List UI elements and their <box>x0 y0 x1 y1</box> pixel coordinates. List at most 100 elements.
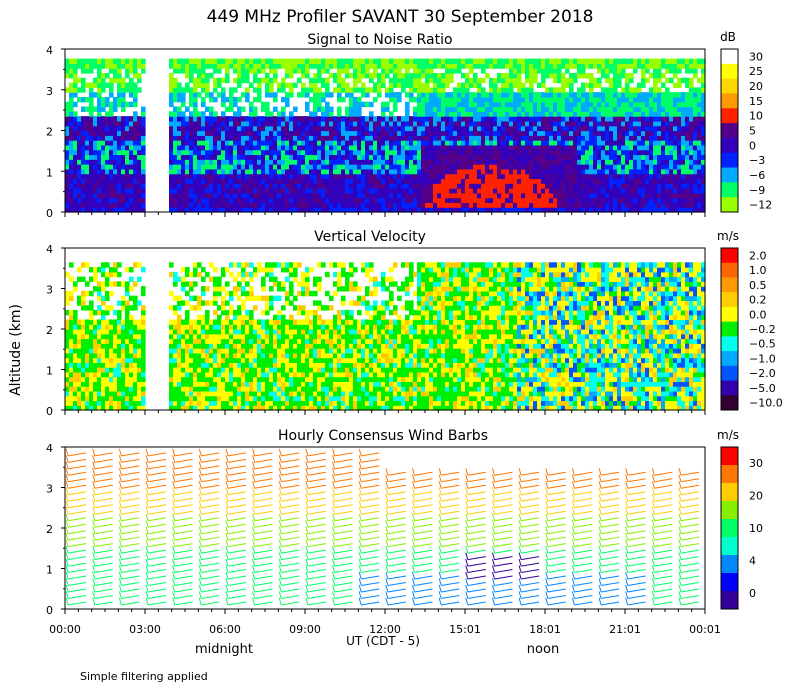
heatmap-cell <box>229 154 234 160</box>
heatmap-cell <box>277 192 282 199</box>
heatmap-cell <box>297 178 302 184</box>
colorbar-swatch <box>721 137 738 154</box>
heatmap-cell <box>473 101 478 108</box>
heatmap-cell <box>381 106 386 112</box>
heatmap-cell <box>577 111 582 117</box>
heatmap-cell <box>109 376 114 383</box>
heatmap-cell <box>393 202 398 208</box>
heatmap-cell <box>121 207 126 213</box>
heatmap-cell <box>361 63 366 69</box>
heatmap-cell <box>213 140 218 146</box>
heatmap-cell <box>581 101 586 108</box>
heatmap-cell <box>673 188 678 194</box>
heatmap-cell <box>77 173 82 180</box>
heatmap-cell <box>289 164 294 170</box>
heatmap-cell <box>425 72 430 79</box>
heatmap-cell <box>117 348 122 354</box>
heatmap-cell <box>649 207 654 213</box>
heatmap-cell <box>245 87 250 93</box>
heatmap-cell <box>117 120 122 127</box>
heatmap-cell <box>285 63 290 69</box>
heatmap-cell <box>513 63 518 69</box>
heatmap-cell <box>353 159 358 165</box>
heatmap-cell <box>261 140 266 146</box>
heatmap-cell <box>537 120 542 127</box>
heatmap-cell <box>469 149 474 156</box>
heatmap-cell <box>609 68 614 74</box>
heatmap-cell <box>113 135 118 141</box>
heatmap-cell <box>65 178 70 184</box>
heatmap-cell <box>301 207 306 213</box>
heatmap-cell <box>209 111 214 117</box>
heatmap-cell <box>657 207 662 213</box>
heatmap-cell <box>605 149 610 156</box>
heatmap-cell <box>69 111 74 117</box>
heatmap-cell <box>289 159 294 165</box>
heatmap-cell <box>685 106 690 112</box>
heatmap-cell <box>349 96 354 103</box>
heatmap-cell <box>413 149 418 156</box>
heatmap-cell <box>513 159 518 165</box>
heatmap-cell <box>405 144 410 151</box>
heatmap-cell <box>661 135 666 141</box>
heatmap-cell <box>641 183 646 189</box>
heatmap-cell <box>241 202 246 208</box>
heatmap-cell <box>269 154 274 160</box>
heatmap-cell <box>501 82 506 88</box>
heatmap-cell <box>85 135 90 141</box>
heatmap-cell <box>205 207 210 213</box>
heatmap-cell <box>113 271 118 278</box>
heatmap-cell <box>601 188 606 194</box>
heatmap-cell <box>401 58 406 64</box>
heatmap-cell <box>405 159 410 165</box>
heatmap-cell <box>313 116 318 122</box>
heatmap-cell <box>697 202 702 208</box>
heatmap-cell <box>317 92 322 98</box>
heatmap-cell <box>597 188 602 194</box>
heatmap-cell <box>109 178 114 184</box>
heatmap-cell <box>169 154 174 160</box>
heatmap-cell <box>641 144 646 151</box>
heatmap-cell <box>97 386 102 392</box>
heatmap-cell <box>425 178 430 184</box>
heatmap-cell <box>437 96 442 103</box>
heatmap-cell <box>133 130 138 136</box>
heatmap-cell <box>109 267 114 273</box>
heatmap-cell <box>421 135 426 141</box>
heatmap-cell <box>177 192 182 199</box>
heatmap-cell <box>669 144 674 151</box>
heatmap-cell <box>129 390 134 397</box>
heatmap-cell <box>421 101 426 108</box>
heatmap-cell <box>621 63 626 69</box>
heatmap-cell <box>337 183 342 189</box>
heatmap-cell <box>585 92 590 98</box>
heatmap-cell <box>553 144 558 151</box>
heatmap-cell <box>373 154 378 160</box>
heatmap-cell <box>113 183 118 189</box>
heatmap-cell <box>501 202 506 208</box>
heatmap-cell <box>673 130 678 136</box>
heatmap-cell <box>433 197 438 204</box>
heatmap-cell <box>409 77 414 84</box>
heatmap-cell <box>65 140 70 146</box>
heatmap-cell <box>433 82 438 88</box>
heatmap-cell <box>281 173 286 180</box>
heatmap-cell <box>385 183 390 189</box>
heatmap-cell <box>585 58 590 64</box>
heatmap-cell <box>589 101 594 108</box>
heatmap-cell <box>401 178 406 184</box>
heatmap-cell <box>449 173 454 180</box>
heatmap-cell <box>485 63 490 69</box>
heatmap-cell <box>181 178 186 184</box>
heatmap-cell <box>425 87 430 93</box>
heatmap-cell <box>513 116 518 122</box>
heatmap-cell <box>341 178 346 184</box>
heatmap-cell <box>377 116 382 122</box>
heatmap-cell <box>509 125 514 132</box>
heatmap-cell <box>405 63 410 69</box>
heatmap-cell <box>485 106 490 112</box>
heatmap-cell <box>261 159 266 165</box>
heatmap-cell <box>245 68 250 74</box>
heatmap-cell <box>297 144 302 151</box>
heatmap-cell <box>129 183 134 189</box>
